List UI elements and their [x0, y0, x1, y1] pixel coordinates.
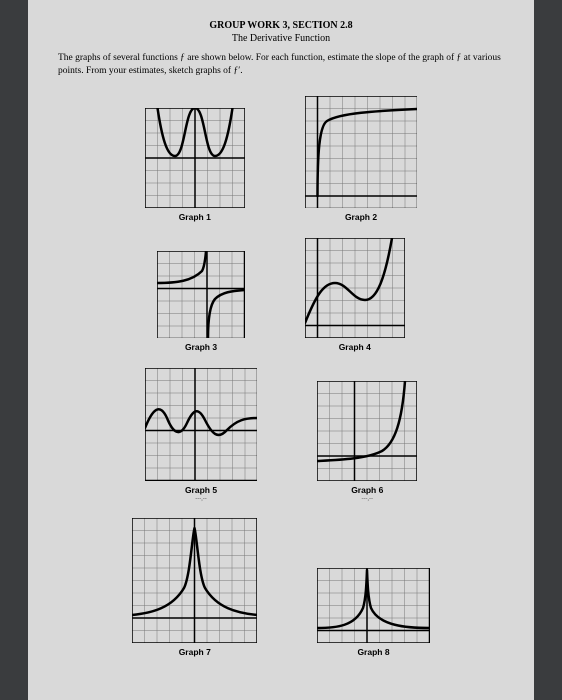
- graph-caption: Graph 5: [185, 485, 217, 495]
- graph-cell-7: Graph 7: [132, 518, 257, 657]
- graph-row: Graph 7 Graph 8: [58, 518, 504, 657]
- graph-cell-8: Graph 8: [317, 518, 430, 657]
- graph-hint: ---,--: [195, 496, 207, 502]
- graph-5-svg: [145, 368, 258, 481]
- graph-caption: Graph 1: [179, 212, 211, 222]
- graph-caption: Graph 2: [345, 212, 377, 222]
- graph-row: Graph 3 Graph 4: [58, 238, 504, 352]
- header: GROUP WORK 3, SECTION 2.8 The Derivative…: [58, 20, 504, 44]
- worksheet-page: GROUP WORK 3, SECTION 2.8 The Derivative…: [28, 0, 534, 700]
- graph-7-svg: [132, 518, 257, 643]
- title-line-2: The Derivative Function: [58, 33, 504, 44]
- graph-caption: Graph 8: [357, 647, 389, 657]
- graph-caption: Graph 4: [339, 342, 371, 352]
- graph-1-svg: [145, 108, 245, 208]
- graph-cell-2: Graph 2: [305, 96, 418, 223]
- graph-6-svg: [317, 381, 417, 481]
- graph-row: Graph 5---,--Graph 6---,--: [58, 368, 504, 502]
- graph-4-svg: [305, 238, 405, 338]
- graph-caption: Graph 7: [179, 647, 211, 657]
- graph-hint: ---,--: [362, 496, 374, 502]
- graphs-grid: Graph 1Graph 2Graph 3Graph 4Graph 5---,-…: [58, 96, 504, 657]
- graph-row: Graph 1 Graph 2: [58, 96, 504, 223]
- graph-cell-3: Graph 3: [157, 238, 245, 352]
- graph-cell-1: Graph 1: [145, 96, 245, 223]
- graph-cell-5: Graph 5---,--: [145, 368, 258, 502]
- instructions: The graphs of several functions ƒ are sh…: [58, 52, 504, 78]
- graph-cell-6: Graph 6---,--: [317, 368, 417, 502]
- graph-caption: Graph 6: [351, 485, 383, 495]
- graph-caption: Graph 3: [185, 342, 217, 352]
- graph-8-svg: [317, 568, 430, 643]
- graph-2-svg: [305, 96, 418, 209]
- graph-3-svg: [157, 251, 245, 339]
- title-line-1: GROUP WORK 3, SECTION 2.8: [58, 20, 504, 31]
- graph-cell-4: Graph 4: [305, 238, 405, 352]
